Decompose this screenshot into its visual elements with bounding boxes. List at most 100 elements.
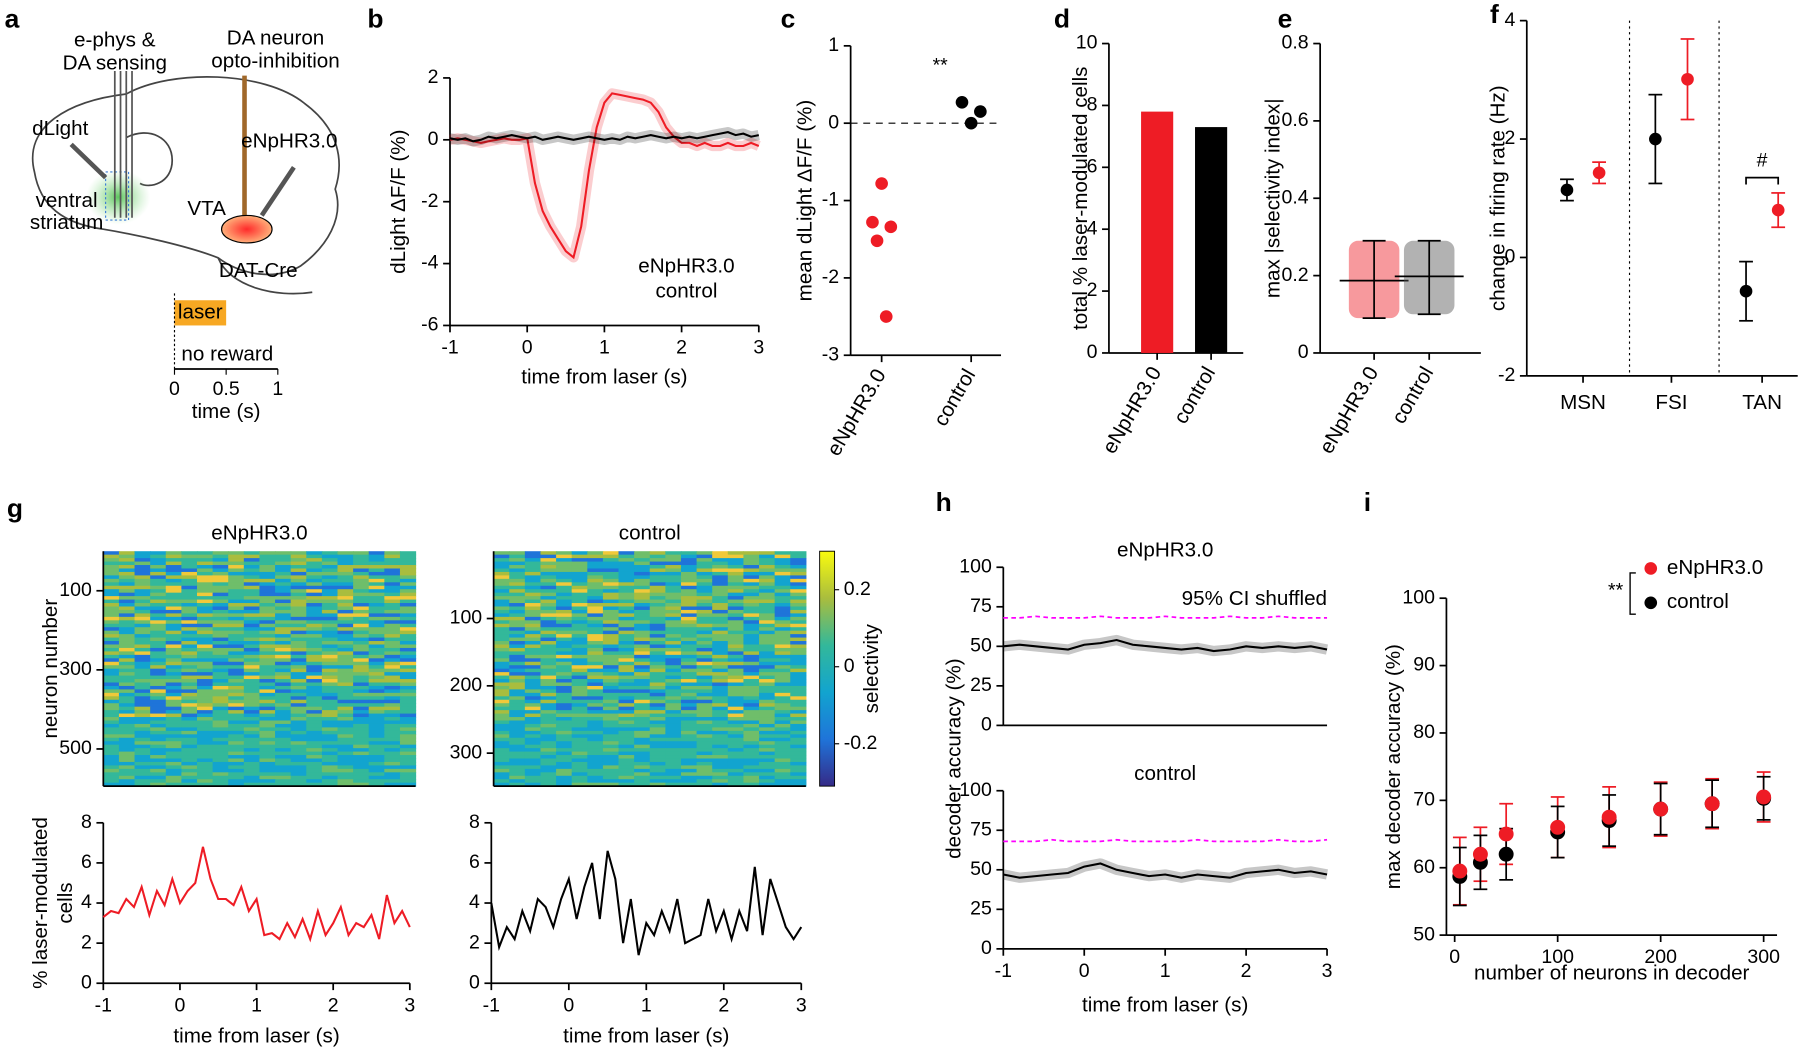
- heatmap-texture: [774, 637, 791, 642]
- heatmap-texture: [587, 647, 604, 652]
- heatmap-texture: [290, 748, 307, 753]
- dlight-injection: [69, 142, 108, 180]
- heatmap-texture: [337, 596, 354, 601]
- x-tick-label: 0: [563, 994, 574, 1016]
- heatmap-texture: [540, 775, 557, 780]
- heatmap-texture: [587, 744, 604, 749]
- heatmap-texture: [243, 675, 261, 680]
- heatmap-texture: [649, 723, 666, 728]
- label: no reward: [181, 343, 273, 366]
- heatmap-texture: [118, 689, 136, 694]
- heatmap-texture: [337, 641, 354, 646]
- heatmap-texture: [134, 571, 151, 576]
- heatmap-texture: [774, 627, 791, 632]
- heatmap-texture: [524, 706, 542, 711]
- heatmap-texture: [712, 585, 729, 590]
- heatmap-texture: [243, 779, 261, 784]
- heatmap-texture: [368, 720, 385, 725]
- heatmap-texture: [774, 647, 791, 652]
- y-tick-label: 2: [428, 66, 439, 88]
- heatmap-texture: [634, 668, 651, 673]
- heatmap-texture: [103, 568, 120, 573]
- heatmap-texture: [712, 554, 729, 559]
- heatmap-texture: [634, 706, 651, 711]
- heatmap-texture: [493, 679, 510, 684]
- y-tick-label: 2: [469, 931, 480, 953]
- heatmap-texture: [134, 599, 151, 604]
- y-axis-label: mean dLight ΔF/F (%): [793, 100, 816, 302]
- y-tick-label: 75: [970, 818, 992, 840]
- heatmap-texture: [337, 775, 354, 780]
- heatmap-texture: [743, 571, 760, 576]
- heatmap-texture: [150, 672, 167, 677]
- heatmap-texture: [571, 713, 588, 718]
- heatmap-texture: [743, 589, 760, 594]
- y-tick-label: 50: [970, 858, 992, 880]
- x-tick-label: control: [1387, 363, 1438, 428]
- heatmap-texture: [790, 606, 807, 611]
- heatmap-texture: [290, 758, 307, 763]
- heatmap-texture: [571, 720, 588, 725]
- heatmap-texture: [243, 578, 261, 583]
- heatmap-texture: [743, 685, 760, 690]
- line: [490, 850, 803, 956]
- heatmap-texture: [259, 710, 276, 715]
- x-tick-label: 2: [718, 994, 729, 1016]
- heatmap-texture: [196, 558, 214, 563]
- heatmap-texture: [571, 568, 588, 573]
- heatmap-texture: [212, 668, 229, 673]
- heatmap-texture: [259, 603, 276, 608]
- heatmap-texture: [634, 558, 651, 563]
- heatmap-texture: [259, 551, 276, 556]
- heatmap-texture: [696, 689, 713, 694]
- heatmap-texture: [118, 651, 136, 656]
- heatmap-texture: [524, 782, 542, 787]
- heatmap-texture: [696, 616, 713, 621]
- heatmap-texture: [727, 744, 744, 749]
- heatmap-texture: [212, 765, 229, 770]
- heatmap-texture: [634, 658, 651, 663]
- heatmap-texture: [399, 734, 417, 739]
- heatmap-texture: [134, 675, 151, 680]
- heatmap-texture: [259, 685, 276, 690]
- heatmap-texture: [680, 661, 698, 666]
- heatmap-texture: [368, 748, 385, 753]
- heatmap-texture: [665, 582, 682, 587]
- heatmap-texture: [540, 723, 557, 728]
- heatmap-texture: [212, 568, 229, 573]
- y-tick-label: 60: [1413, 856, 1435, 878]
- heatmap-texture: [665, 779, 682, 784]
- heatmap-texture: [790, 751, 807, 756]
- heatmap-texture: [368, 761, 385, 766]
- heatmap-texture: [493, 592, 510, 597]
- heatmap-texture: [212, 599, 229, 604]
- heatmap-texture: [696, 768, 713, 773]
- dot: [1771, 203, 1785, 217]
- heatmap-texture: [571, 772, 588, 777]
- heatmap-texture: [493, 637, 510, 642]
- heatmap-texture: [587, 599, 604, 604]
- heatmap-texture: [118, 751, 136, 756]
- heatmap-texture: [368, 765, 385, 770]
- heatmap-texture: [337, 634, 354, 639]
- heatmap-texture: [524, 654, 542, 659]
- heatmap-texture: [384, 582, 401, 587]
- panel-letter: c: [781, 4, 796, 34]
- heatmap-texture: [649, 603, 666, 608]
- heatmap-texture: [634, 644, 651, 649]
- heatmap-texture: [571, 578, 588, 583]
- heatmap-texture: [321, 561, 339, 566]
- heatmap-texture: [181, 685, 198, 690]
- heatmap-texture: [509, 744, 526, 749]
- heatmap-texture: [165, 692, 182, 697]
- heatmap-texture: [524, 578, 542, 583]
- heatmap-texture: [524, 558, 542, 563]
- heatmap-texture: [587, 616, 604, 621]
- heatmap-texture: [524, 672, 542, 677]
- heatmap-texture: [540, 665, 557, 670]
- heatmap-texture: [556, 654, 573, 659]
- heatmap-texture: [103, 723, 120, 728]
- y-tick-label: 500: [59, 737, 92, 759]
- heatmap-texture: [680, 630, 698, 635]
